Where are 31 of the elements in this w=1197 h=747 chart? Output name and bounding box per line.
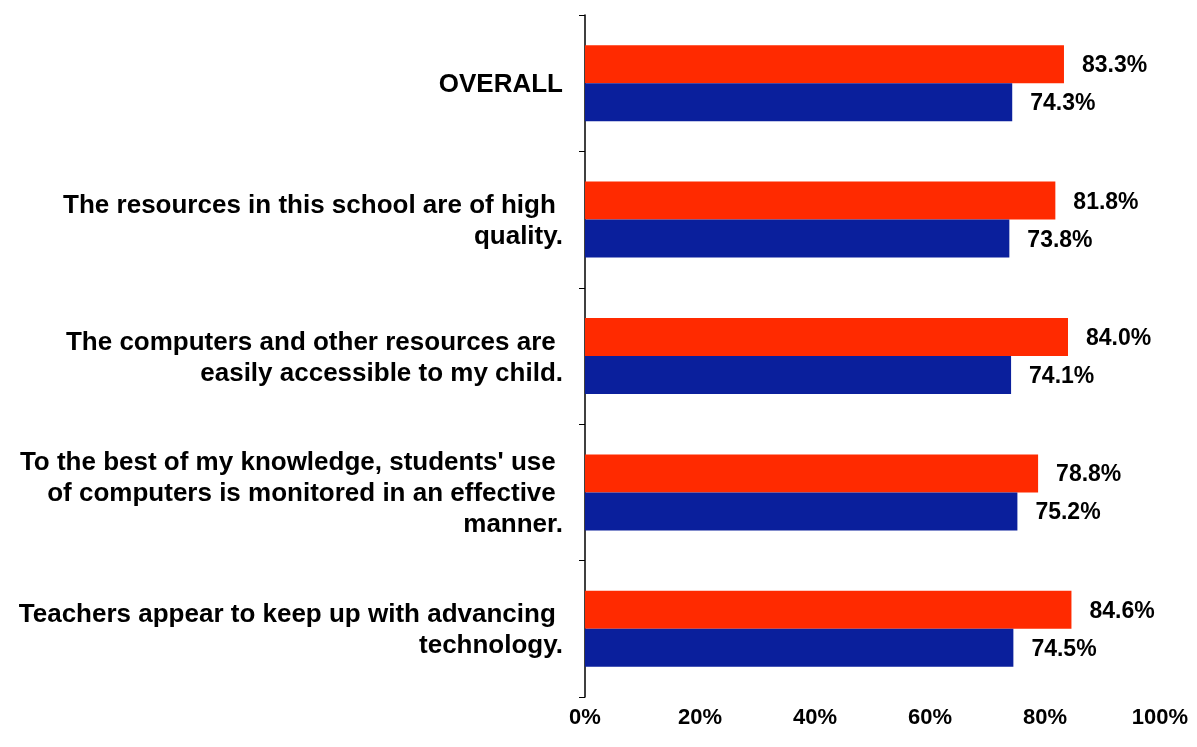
y-tick-label: The resources in this school are of high quality. [63, 189, 563, 251]
data-label: 84.0% [1086, 324, 1152, 350]
data-label: 73.8% [1027, 225, 1093, 252]
bar [585, 181, 1056, 220]
y-tick-label: OVERALL [438, 68, 564, 99]
data-label: 74.3% [1030, 89, 1096, 116]
bar [585, 45, 1064, 84]
x-tick-label: 80% [1022, 703, 1068, 729]
bar [585, 492, 1018, 531]
x-tick-label: 0% [569, 703, 601, 729]
bar [585, 318, 1068, 356]
data-label: 74.1% [1029, 362, 1095, 388]
data-label: 84.6% [1089, 596, 1155, 623]
data-label: 81.8% [1073, 187, 1139, 214]
data-label: 83.3% [1081, 51, 1148, 78]
y-tick-label: To the best of my knowledge, students' use of computers is monitored in an effective manner. [19, 446, 563, 539]
x-tick-label: 100% [1131, 703, 1189, 729]
bar [585, 219, 1010, 258]
bar [585, 628, 1014, 667]
bar [585, 83, 1013, 122]
y-tick-label: Teachers appear to keep up with advancing technology. [18, 598, 563, 660]
bar [585, 590, 1072, 629]
bar [585, 356, 1012, 394]
x-tick-label: 40% [792, 703, 838, 729]
data-label: 75.2% [1035, 498, 1101, 525]
x-tick-label: 20% [677, 703, 723, 729]
data-label: 78.8% [1056, 460, 1122, 487]
bar [585, 454, 1039, 493]
y-tick-label: The computers and other resources are easily accessible to my child. [65, 325, 563, 387]
x-tick-label: 60% [907, 703, 953, 729]
data-label: 74.5% [1031, 634, 1097, 661]
